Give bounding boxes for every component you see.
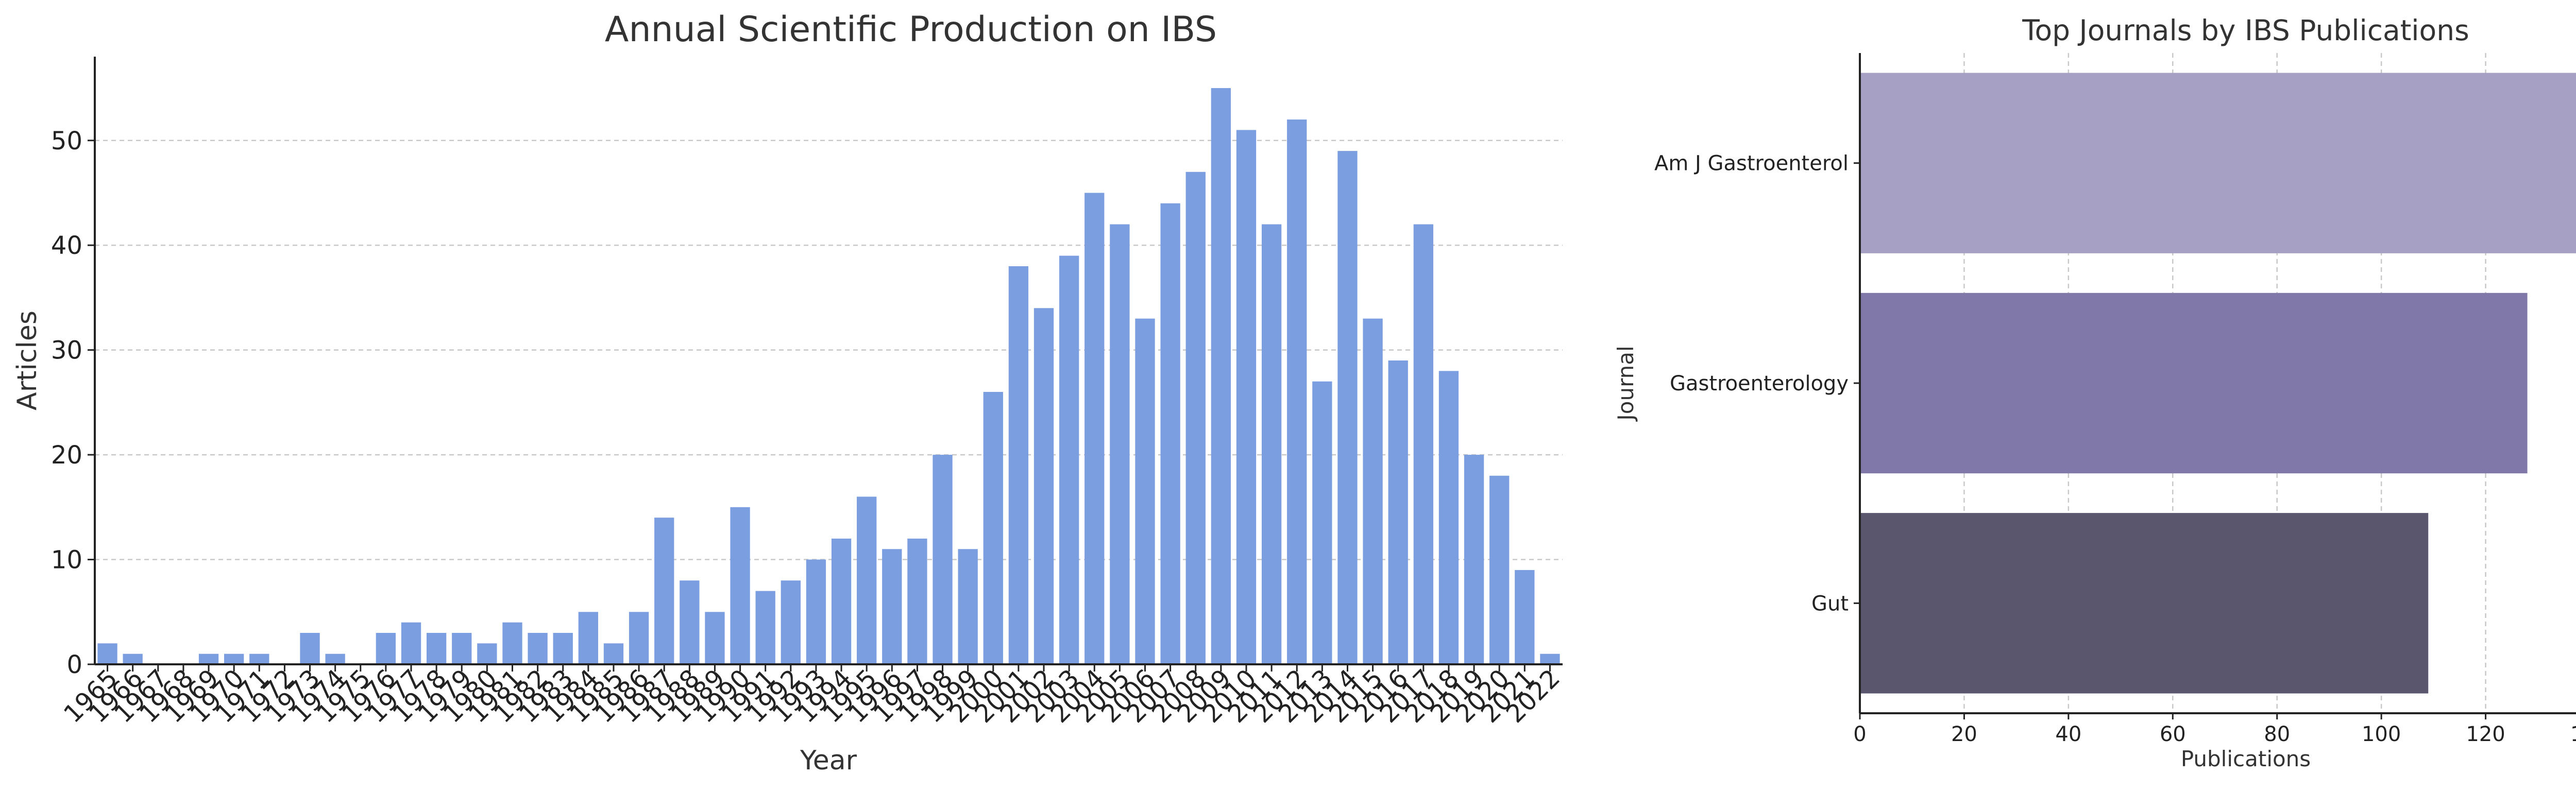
chart1-bar xyxy=(1261,224,1282,665)
chart1-bar xyxy=(376,632,396,664)
chart2-y-axis-label: Journal xyxy=(1613,346,1638,422)
chart1-title: Annual Scientific Production on IBS xyxy=(605,9,1217,50)
chart1-bar xyxy=(300,632,320,664)
chart1-bar xyxy=(603,643,624,664)
chart1-bar xyxy=(224,654,244,664)
chart1-bar xyxy=(426,632,447,664)
chart1-bar xyxy=(1059,255,1079,664)
chart1-bar xyxy=(1363,318,1383,664)
chart1-bar xyxy=(1515,570,1535,664)
chart1-bar xyxy=(578,612,599,664)
chart1-bar xyxy=(1464,455,1484,664)
chart1-bar xyxy=(249,654,269,664)
chart1-bar xyxy=(97,643,117,664)
chart1-bar xyxy=(1337,151,1358,664)
chart1-bar xyxy=(857,496,877,664)
chart1-bar xyxy=(705,612,725,664)
chart1-bar xyxy=(553,632,573,664)
chart1-bar xyxy=(933,455,953,664)
chart1-bar xyxy=(1312,381,1332,664)
chart1-bar xyxy=(730,507,750,664)
chart2-x-tick-label: 120 xyxy=(2466,723,2505,746)
chart1-bar xyxy=(452,632,472,664)
annual-production-chart: Annual Scientific Production on IBS 0 10 2… xyxy=(12,9,1566,776)
chart1-bar xyxy=(806,559,826,664)
chart1-bar xyxy=(1438,371,1459,664)
chart1-bar xyxy=(680,580,700,664)
chart2-x-tick-label: 100 xyxy=(2362,723,2401,746)
chart1-bar xyxy=(198,654,219,664)
chart1-y-tick-label: 50 xyxy=(51,127,82,156)
chart1-bar xyxy=(528,632,548,664)
chart1-bar xyxy=(1236,130,1257,664)
chart2-x-tick-label: 60 xyxy=(2160,723,2186,746)
chart1-y-tick-label: 10 xyxy=(51,546,82,575)
chart2-y-tick-label: Gut xyxy=(1811,592,1849,615)
chart1-y-tick-label: 30 xyxy=(51,336,82,365)
chart1-bar xyxy=(1110,224,1130,665)
chart1-bar xyxy=(831,538,852,664)
chart1-bar xyxy=(1413,224,1433,665)
chart1-bar xyxy=(123,654,143,664)
chart1-bar xyxy=(401,622,421,664)
chart1-bar xyxy=(1287,119,1307,664)
chart2-x-tick-label: 40 xyxy=(2055,723,2081,746)
chart1-y-tick-label: 40 xyxy=(51,231,82,260)
top-journals-chart: Top Journals by IBS Publications 0 20 40 60… xyxy=(1613,14,2576,771)
chart2-x-tick-label: 0 xyxy=(1853,723,1866,746)
chart1-bar xyxy=(983,392,1003,664)
chart1-bar xyxy=(1211,88,1231,665)
chart1-bars xyxy=(97,88,1560,665)
chart1-x-axis-label: Year xyxy=(800,745,857,776)
chart1-bar xyxy=(1540,654,1560,664)
chart1-y-axis-label: Articles xyxy=(12,311,43,410)
chart1-bar xyxy=(654,518,674,664)
chart1-bar xyxy=(325,654,345,664)
chart2-bar xyxy=(1860,293,2528,474)
chart1-bar xyxy=(477,643,497,664)
chart2-bars xyxy=(1860,73,2576,694)
chart1-bar xyxy=(1135,318,1155,664)
chart2-bar xyxy=(1860,513,2429,694)
chart1-bar xyxy=(629,612,649,664)
chart1-bar xyxy=(502,622,522,664)
chart1-y-ticks: 0 10 20 30 40 50 xyxy=(51,127,95,679)
chart1-bar xyxy=(1033,308,1054,664)
chart2-y-tick-label: Am J Gastroenterol xyxy=(1654,152,1849,176)
chart1-bar xyxy=(1185,171,1206,664)
chart2-bar xyxy=(1860,73,2576,253)
chart1-bar xyxy=(1489,475,1510,664)
chart2-y-tick-label: Gastroenterology xyxy=(1670,372,1849,396)
chart1-bar xyxy=(781,580,801,664)
chart1-y-tick-label: 20 xyxy=(51,441,82,470)
chart1-bar xyxy=(1084,193,1105,664)
chart2-y-ticks: Am J Gastroenterol Gastroenterology Gut xyxy=(1654,152,1860,615)
chart1-bar xyxy=(882,549,902,664)
chart1-bar xyxy=(907,538,927,664)
chart1-bar xyxy=(1388,360,1408,664)
chart2-title: Top Journals by IBS Publications xyxy=(2022,14,2469,47)
chart1-x-ticks: 1965196619671968196919701971197219731974… xyxy=(58,664,1566,729)
chart1-bar xyxy=(1008,266,1029,664)
chart2-x-tick-label: 20 xyxy=(1951,723,1977,746)
chart1-bar xyxy=(1160,203,1180,664)
chart2-x-tick-label: 140 xyxy=(2570,723,2576,746)
chart1-y-tick-label: 0 xyxy=(66,650,82,679)
chart2-x-axis-label: Publications xyxy=(2181,746,2311,771)
chart1-bar xyxy=(755,591,775,664)
chart2-x-ticks: 0 20 40 60 80 100 120 140 xyxy=(1853,713,2576,746)
chart2-x-tick-label: 80 xyxy=(2264,723,2290,746)
chart1-bar xyxy=(958,549,978,664)
